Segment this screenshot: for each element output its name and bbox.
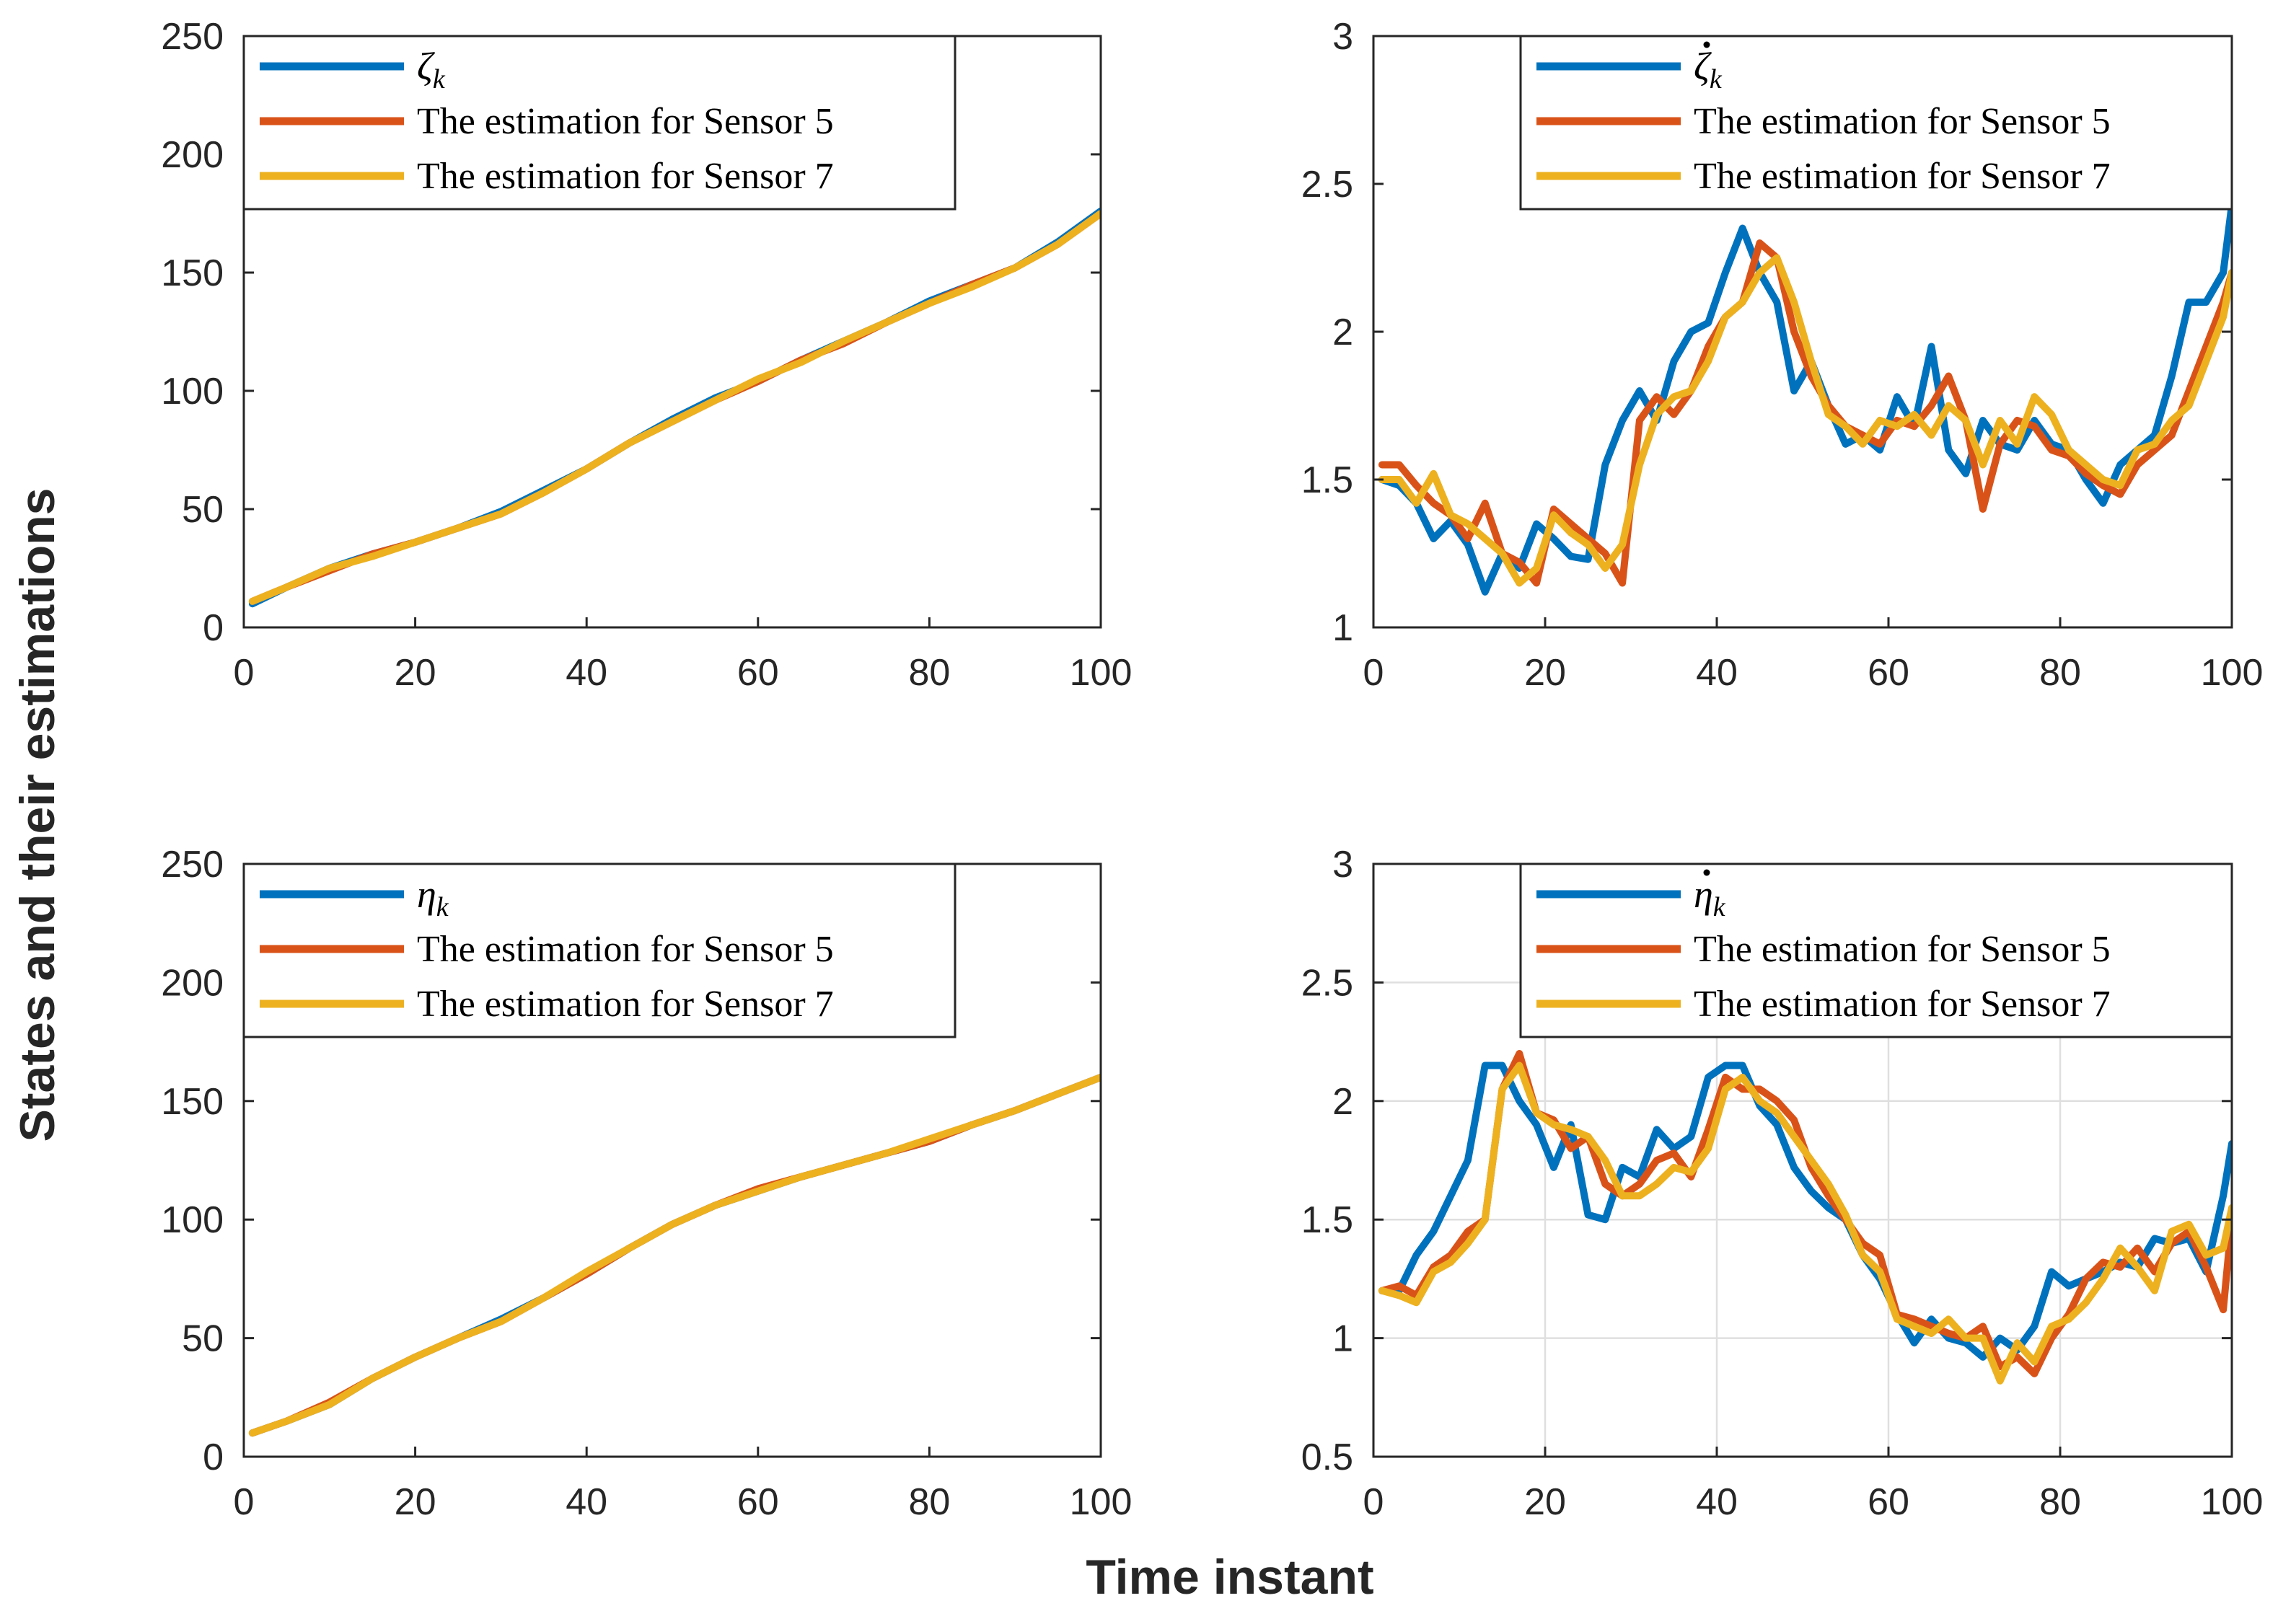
- x-tick-label: 0: [234, 652, 255, 694]
- legend-dot-accent: [1703, 41, 1710, 48]
- y-tick-label: 2: [1332, 1081, 1353, 1123]
- legend-dot-accent: [1703, 869, 1710, 876]
- series-line-sensor7: [248, 210, 1101, 605]
- legend-entry-sensor-7: The estimation for Sensor 7: [1694, 156, 2111, 197]
- x-tick-label: 100: [1070, 652, 1133, 694]
- x-tick-label: 0: [1363, 652, 1384, 694]
- x-tick-label: 40: [566, 652, 607, 694]
- legend-entry-sensor-5: The estimation for Sensor 5: [1694, 929, 2111, 970]
- series-line-sensor7: [248, 1073, 1101, 1437]
- x-tick-label: 20: [1524, 1481, 1566, 1523]
- y-tick-label: 2.5: [1301, 164, 1353, 206]
- y-axis-label: States and their estimations: [10, 488, 65, 1142]
- y-tick-label: 0: [203, 1437, 224, 1478]
- y-tick-label: 2: [1332, 312, 1353, 353]
- legend-entry-sensor-7: The estimation for Sensor 7: [417, 984, 834, 1025]
- y-tick-label: 3: [1332, 844, 1353, 886]
- x-tick-label: 100: [1070, 1481, 1133, 1523]
- x-tick-label: 100: [2201, 652, 2264, 694]
- x-tick-label: 80: [2039, 1481, 2081, 1523]
- series-line-sensor7: [1378, 254, 2232, 587]
- legend-entry-sensor-7: The estimation for Sensor 7: [1694, 984, 2111, 1025]
- x-tick-label: 60: [1868, 1481, 1909, 1523]
- x-tick-label: 40: [566, 1481, 607, 1523]
- y-tick-label: 0: [203, 607, 224, 649]
- subplot-zeta-dot: 0 20 40 60 80 100 1 1.5 2 2.5 3 ζk The estimation fo…: [1301, 16, 2264, 694]
- y-tick-label: 0.5: [1301, 1437, 1353, 1478]
- x-tick-label: 40: [1696, 652, 1738, 694]
- x-tick-label: 60: [737, 1481, 779, 1523]
- legend-entry-state: ζk: [1694, 45, 1723, 94]
- y-tick-label: 150: [161, 252, 224, 294]
- x-tick-label: 20: [395, 1481, 436, 1523]
- legend-entry-sensor-5: The estimation for Sensor 5: [417, 929, 834, 970]
- x-tick-label: 80: [2039, 652, 2081, 694]
- y-tick-label: 1: [1332, 607, 1353, 649]
- x-tick-label: 60: [737, 652, 779, 694]
- legend-entry-sensor-5: The estimation for Sensor 5: [417, 101, 834, 142]
- x-tick-label: 0: [234, 1481, 255, 1523]
- x-tick-label: 0: [1363, 1481, 1384, 1523]
- x-tick-label: 80: [908, 1481, 950, 1523]
- y-tick-label: 3: [1332, 16, 1353, 58]
- y-tick-label: 1.5: [1301, 1199, 1353, 1241]
- x-axis-label: Time instant: [1086, 1550, 1373, 1605]
- y-tick-label: 50: [182, 1318, 224, 1360]
- legend-entry-sensor-5: The estimation for Sensor 5: [1694, 101, 2111, 142]
- legend: ζk The estimation for Sensor 5 The estimat…: [1519, 35, 2233, 211]
- x-tick-label: 80: [908, 652, 950, 694]
- y-tick-label: 1: [1332, 1318, 1353, 1360]
- y-tick-label: 250: [161, 16, 224, 58]
- y-tick-label: 50: [182, 489, 224, 531]
- series-line-truth: [1378, 1062, 2232, 1361]
- series-line-sensor5: [1378, 239, 2232, 587]
- x-tick-label: 20: [1524, 652, 1566, 694]
- y-tick-label: 100: [161, 371, 224, 412]
- y-tick-label: 250: [161, 844, 224, 886]
- y-tick-label: 100: [161, 1199, 224, 1241]
- x-tick-label: 60: [1868, 652, 1909, 694]
- y-tick-label: 200: [161, 962, 224, 1004]
- y-tick-label: 150: [161, 1081, 224, 1123]
- y-tick-label: 2.5: [1301, 962, 1353, 1004]
- y-tick-label: 200: [161, 134, 224, 176]
- y-tick-label: 1.5: [1301, 459, 1353, 501]
- legend-entry-sensor-7: The estimation for Sensor 7: [417, 156, 834, 197]
- x-tick-label: 40: [1696, 1481, 1738, 1523]
- x-tick-label: 100: [2201, 1481, 2264, 1523]
- series-line-sensor7: [1378, 1062, 2232, 1385]
- x-tick-label: 20: [395, 652, 436, 694]
